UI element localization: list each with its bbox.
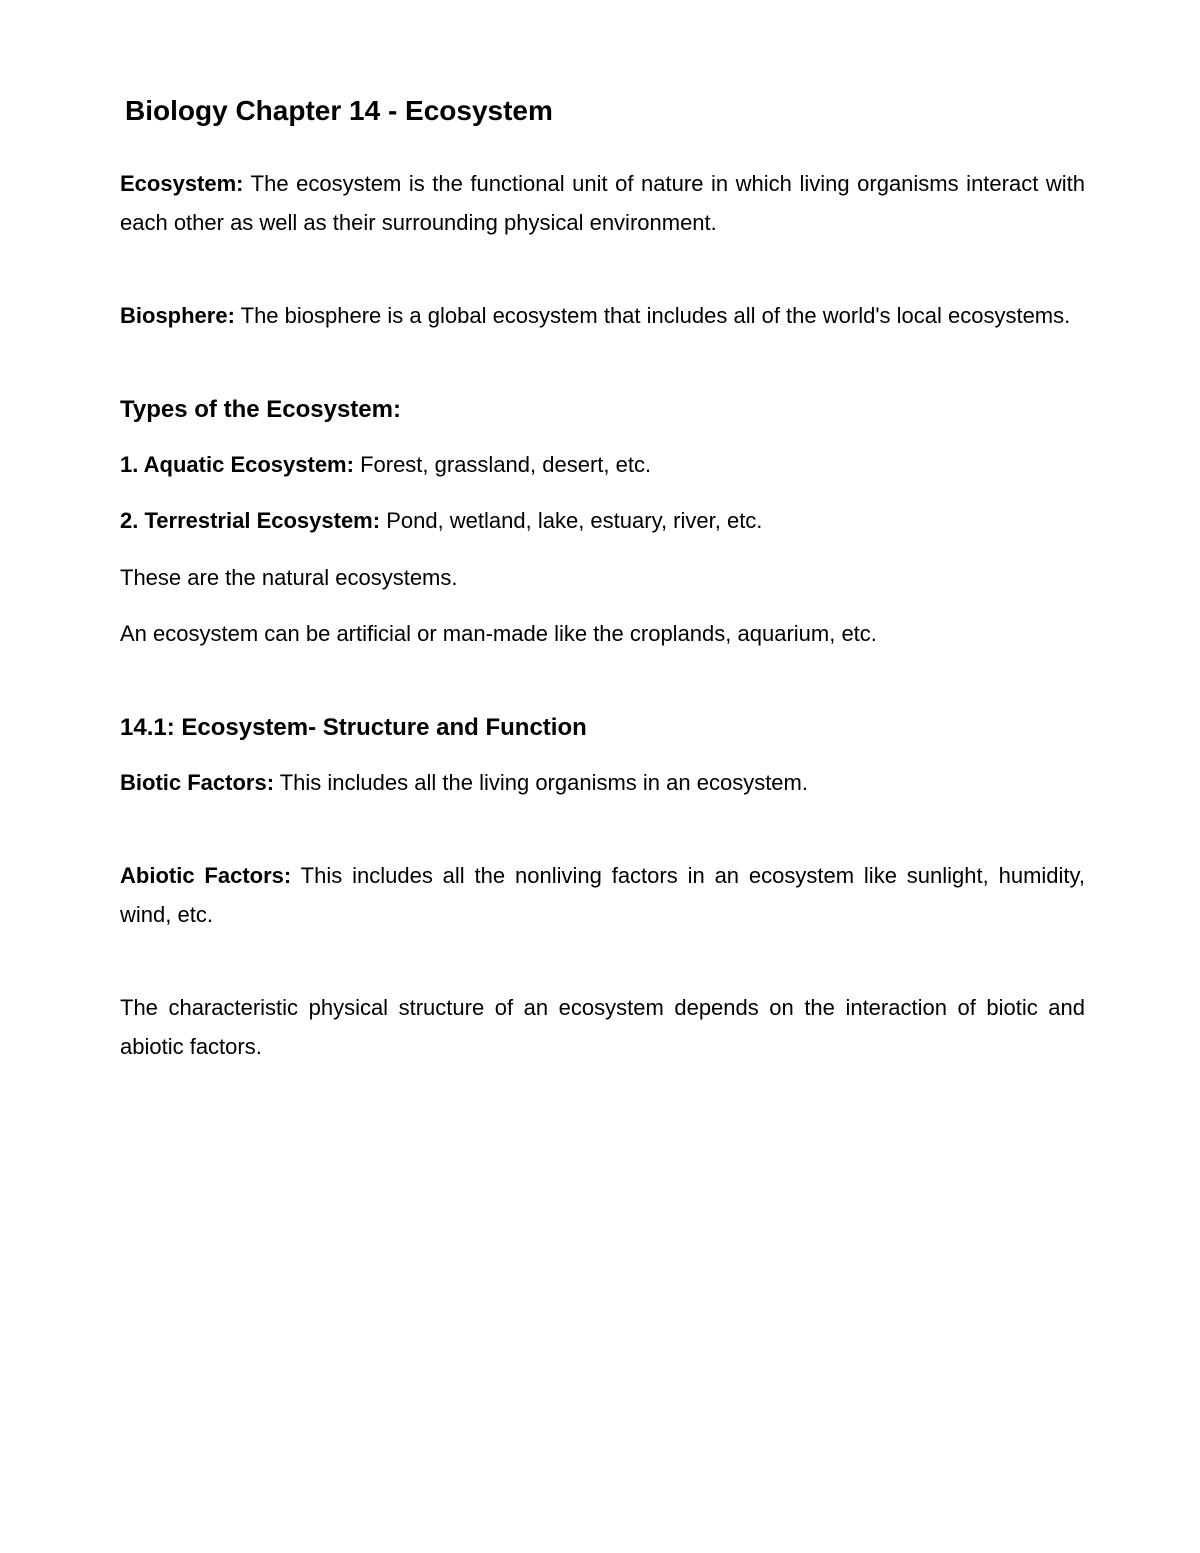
types-item-1-label: Aquatic Ecosystem: — [144, 452, 354, 477]
abiotic-factors: Abiotic Factors: This includes all the n… — [120, 857, 1085, 934]
page-title: Biology Chapter 14 - Ecosystem — [125, 95, 1085, 127]
ecosystem-text: The ecosystem is the functional unit of … — [120, 171, 1085, 235]
types-note-1: These are the natural ecosystems. — [120, 559, 1085, 598]
types-note-2: An ecosystem can be artificial or man-ma… — [120, 615, 1085, 654]
biotic-label: Biotic Factors: — [120, 770, 274, 795]
section-14-1-heading: 14.1: Ecosystem- Structure and Function — [120, 714, 1085, 742]
types-item-2-text: Pond, wetland, lake, estuary, river, etc… — [380, 508, 762, 533]
types-heading: Types of the Ecosystem: — [120, 396, 1085, 424]
types-item-1-text: Forest, grassland, desert, etc. — [354, 452, 651, 477]
types-item-1-num: 1. — [120, 452, 144, 477]
biosphere-label: Biosphere: — [120, 303, 235, 328]
types-item-1: 1. Aquatic Ecosystem: Forest, grassland,… — [120, 446, 1085, 485]
biotic-factors: Biotic Factors: This includes all the li… — [120, 764, 1085, 803]
types-item-2-label: Terrestrial Ecosystem: — [144, 508, 380, 533]
biosphere-text: The biosphere is a global ecosystem that… — [235, 303, 1070, 328]
closing-para: The characteristic physical structure of… — [120, 989, 1085, 1066]
abiotic-label: Abiotic Factors: — [120, 863, 291, 888]
types-item-2-num: 2. — [120, 508, 144, 533]
ecosystem-label: Ecosystem: — [120, 171, 244, 196]
types-item-2: 2. Terrestrial Ecosystem: Pond, wetland,… — [120, 502, 1085, 541]
biotic-text: This includes all the living organisms i… — [274, 770, 808, 795]
definition-ecosystem: Ecosystem: The ecosystem is the function… — [120, 165, 1085, 242]
definition-biosphere: Biosphere: The biosphere is a global eco… — [120, 297, 1085, 336]
